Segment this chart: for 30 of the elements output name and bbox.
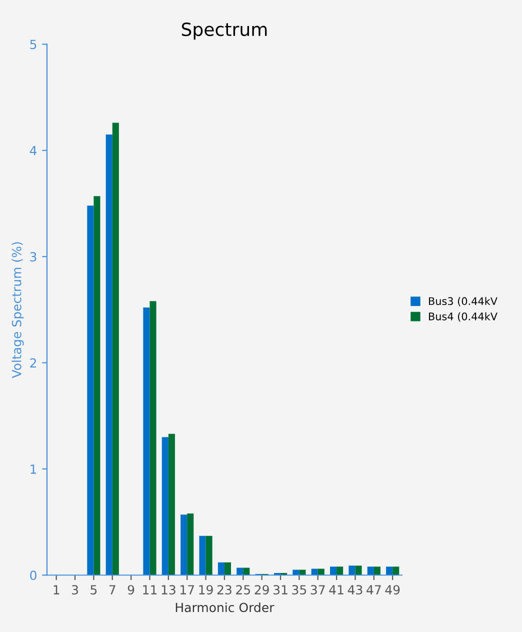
y-tick-label: 0 [30,570,36,580]
x-tick-label: 41 [329,585,344,594]
x-tick-label: 31 [274,585,288,595]
x-tick-label: 29 [254,585,269,595]
x-tick-label: 9 [128,585,134,595]
x-tick-label: 7 [109,585,116,594]
x-tick-label: 25 [236,585,250,595]
x-tick-label: 49 [385,585,400,595]
y-tick-label: 4 [30,146,37,156]
x-tick-label: 35 [292,585,306,595]
x-tick-label: 17 [180,585,194,594]
x-tick-label: 5 [90,585,97,595]
x-tick-label: 3 [72,585,78,595]
x-tick-label: 1 [54,585,60,594]
x-axis-title: Harmonic Order [176,602,274,612]
x-tick-label: 11 [143,585,157,594]
y-tick-label: 2 [30,358,36,368]
legend-label: Bus4 (0.44kV [429,312,498,322]
y-tick-label: 3 [30,252,36,262]
x-tick-label: 37 [310,585,325,595]
y-tick-label: 5 [30,40,36,50]
y-tick-label: 1 [30,464,36,474]
x-tick-label: 13 [162,585,176,595]
x-tick-label: 43 [348,585,362,595]
x-tick-label: 23 [217,585,232,595]
y-axis-title: Voltage Spectrum (%) [12,242,24,378]
x-tick-label: 19 [199,585,213,595]
x-tick-label: 47 [366,585,381,594]
legend-label: Bus3 (0.44kV [429,296,498,306]
chart-title: Spectrum [182,22,267,40]
